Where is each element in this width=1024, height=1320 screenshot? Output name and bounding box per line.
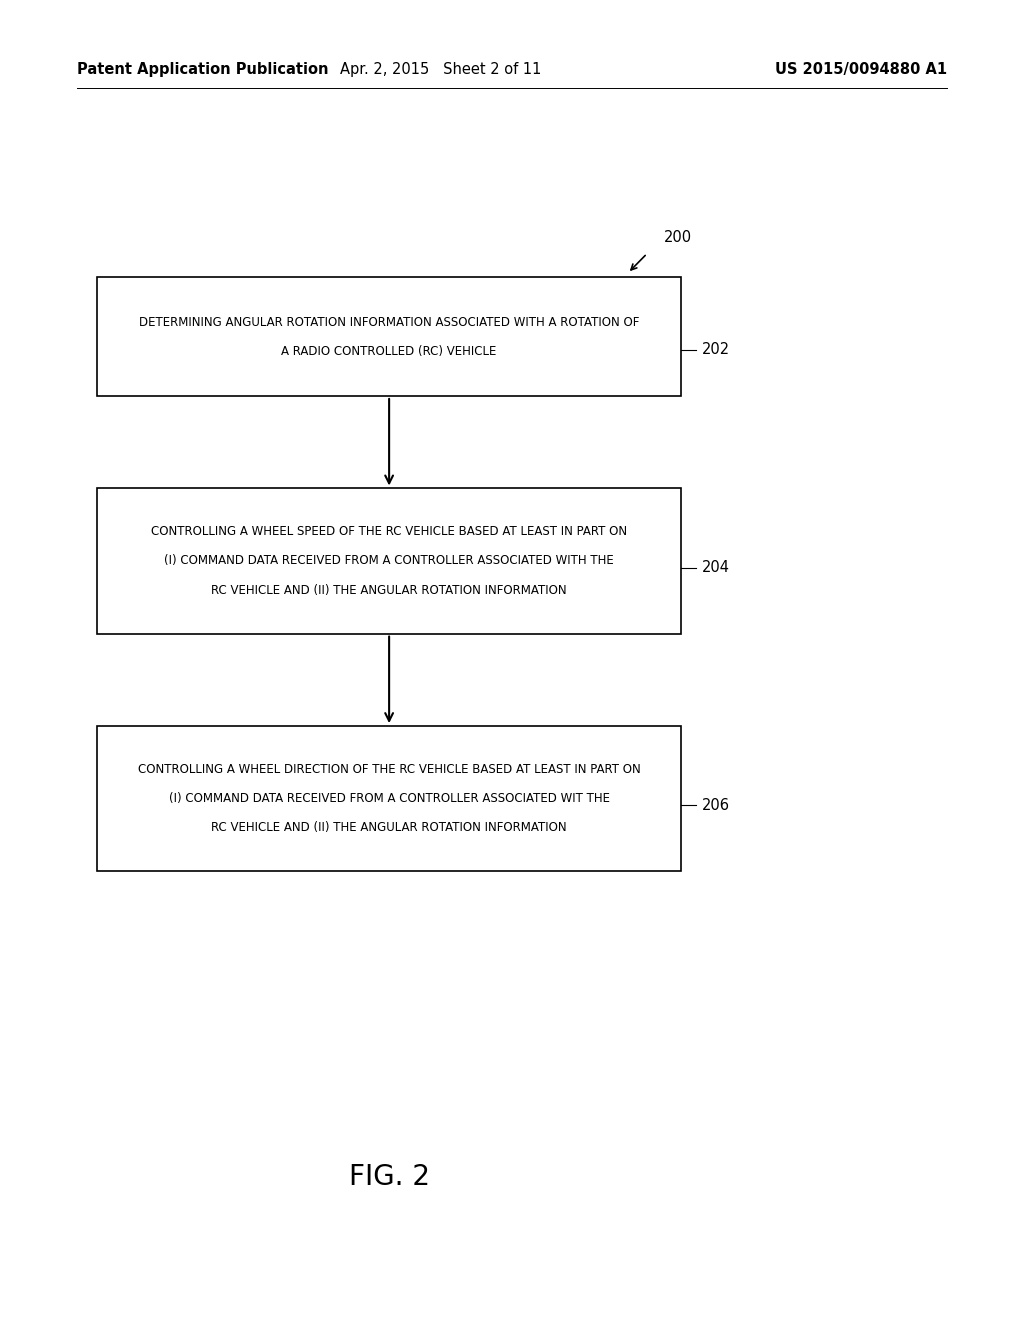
Text: (I) COMMAND DATA RECEIVED FROM A CONTROLLER ASSOCIATED WITH THE: (I) COMMAND DATA RECEIVED FROM A CONTROL…	[164, 554, 614, 568]
Text: CONTROLLING A WHEEL SPEED OF THE RC VEHICLE BASED AT LEAST IN PART ON: CONTROLLING A WHEEL SPEED OF THE RC VEHI…	[152, 525, 627, 539]
Text: Patent Application Publication: Patent Application Publication	[77, 62, 329, 78]
Text: 206: 206	[701, 797, 729, 813]
Text: 204: 204	[701, 560, 729, 576]
Text: 202: 202	[701, 342, 729, 358]
Text: CONTROLLING A WHEEL DIRECTION OF THE RC VEHICLE BASED AT LEAST IN PART ON: CONTROLLING A WHEEL DIRECTION OF THE RC …	[138, 763, 640, 776]
Text: RC VEHICLE AND (II) THE ANGULAR ROTATION INFORMATION: RC VEHICLE AND (II) THE ANGULAR ROTATION…	[211, 583, 567, 597]
Text: (I) COMMAND DATA RECEIVED FROM A CONTROLLER ASSOCIATED WIT THE: (I) COMMAND DATA RECEIVED FROM A CONTROL…	[169, 792, 609, 805]
Text: DETERMINING ANGULAR ROTATION INFORMATION ASSOCIATED WITH A ROTATION OF: DETERMINING ANGULAR ROTATION INFORMATION…	[139, 315, 639, 329]
Bar	[97, 277, 681, 396]
Text: RC VEHICLE AND (II) THE ANGULAR ROTATION INFORMATION: RC VEHICLE AND (II) THE ANGULAR ROTATION…	[211, 821, 567, 834]
Text: 200: 200	[664, 230, 691, 246]
Text: Apr. 2, 2015   Sheet 2 of 11: Apr. 2, 2015 Sheet 2 of 11	[340, 62, 541, 78]
Text: US 2015/0094880 A1: US 2015/0094880 A1	[775, 62, 947, 78]
Text: FIG. 2: FIG. 2	[348, 1163, 430, 1192]
Bar	[97, 488, 681, 634]
Bar	[97, 726, 681, 871]
Text: A RADIO CONTROLLED (RC) VEHICLE: A RADIO CONTROLLED (RC) VEHICLE	[282, 345, 497, 358]
